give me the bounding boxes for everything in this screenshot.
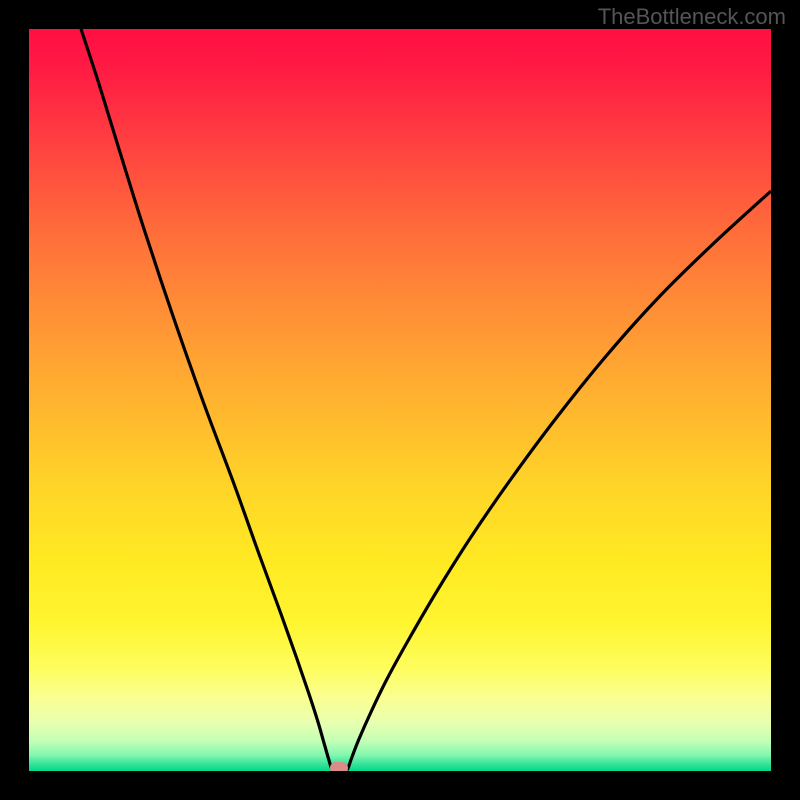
chart-frame: TheBottleneck.com — [0, 0, 800, 800]
watermark-text: TheBottleneck.com — [598, 4, 786, 30]
plot-area — [29, 29, 771, 771]
gradient-background — [29, 29, 771, 771]
plot-svg — [29, 29, 771, 771]
minimum-marker — [330, 762, 348, 771]
